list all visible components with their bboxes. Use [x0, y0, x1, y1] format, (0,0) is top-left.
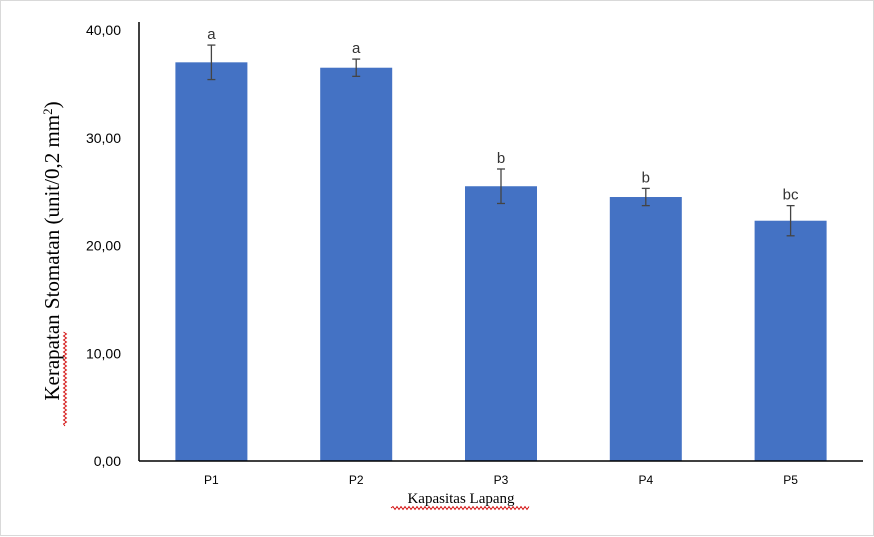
y-axis-title-main: Kerapatan Stomatan (unit/0,2 mm: [40, 115, 64, 401]
error-bar-p2: [352, 58, 361, 77]
x-tick-label-p4: P4: [638, 473, 653, 487]
y-axis-ticks: 0,00 10,00 20,00 30,00 40,00: [86, 22, 121, 469]
bars-layer: [175, 62, 827, 462]
error-bar-p4: [641, 187, 650, 207]
data-labels-layer: a a b b bc: [207, 26, 799, 204]
x-tick-label-p1: P1: [204, 473, 219, 487]
x-axis-ticks: P1 P2 P3 P4 P5: [204, 473, 798, 487]
data-label-p5: bc: [783, 187, 799, 204]
y-axis-title-suffix: ): [40, 101, 64, 108]
spellcheck-underline-y: [62, 331, 68, 427]
y-axis-title: Kerapatan Stomatan (unit/0,2 mm2): [40, 101, 65, 400]
error-bar-p1: [207, 44, 216, 81]
data-label-p2: a: [352, 40, 361, 57]
x-tick-label-p3: P3: [494, 473, 509, 487]
bar-p3: [465, 186, 537, 462]
bar-p4: [609, 197, 682, 461]
data-label-p1: a: [207, 26, 216, 43]
y-tick-label: 30,00: [86, 130, 121, 146]
y-axis-title-superscript: 2: [40, 108, 55, 115]
error-bars-layer: [207, 44, 795, 237]
y-tick-label: 0,00: [94, 453, 121, 469]
y-tick-label: 20,00: [86, 238, 121, 254]
error-bar-p3: [497, 168, 505, 205]
spellcheck-underline-x: [390, 505, 530, 511]
x-tick-label-p5: P5: [783, 473, 798, 487]
x-axis-title: Kapasitas Lapang: [407, 491, 515, 507]
error-bar-p5: [786, 204, 795, 237]
x-tick-label-p2: P2: [349, 473, 364, 487]
bar-p5: [754, 220, 827, 461]
bar-p2: [320, 67, 393, 462]
y-tick-label: 40,00: [86, 22, 121, 38]
data-label-p3: b: [497, 150, 505, 167]
bar-p1: [175, 62, 248, 461]
y-tick-label: 10,00: [86, 345, 121, 361]
data-label-p4: b: [642, 169, 650, 186]
